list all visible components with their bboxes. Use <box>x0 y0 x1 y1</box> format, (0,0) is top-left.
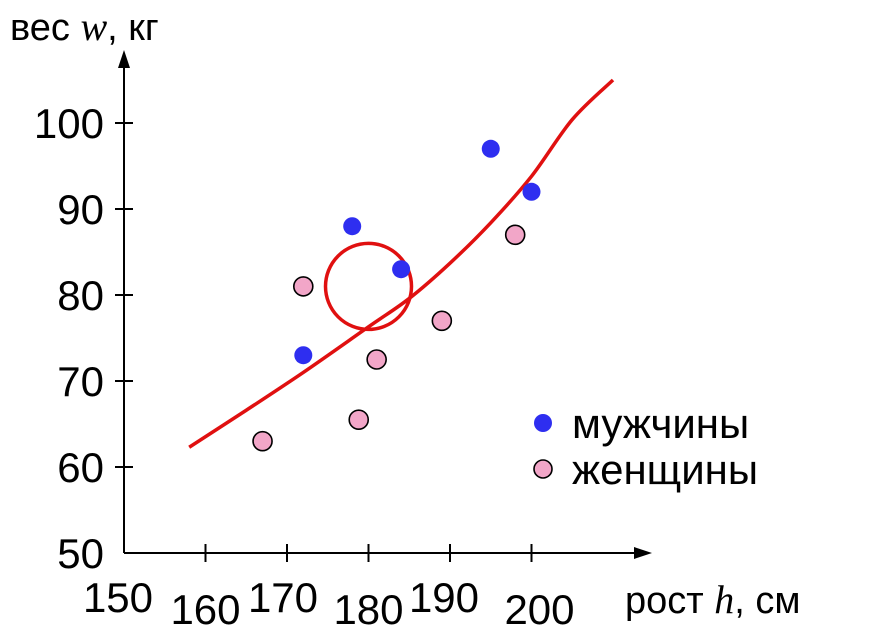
legend-marker-men <box>534 414 552 432</box>
x-axis-title-suffix: , см <box>734 580 800 622</box>
x-tick-label: 170 <box>248 574 318 621</box>
x-axis-title-prefix: рост <box>625 580 714 622</box>
x-axis-title-var: h <box>714 577 734 622</box>
point-women <box>431 310 453 332</box>
point-men <box>294 346 313 365</box>
highlight-circle <box>323 241 414 332</box>
x-axis-arrow <box>634 547 652 559</box>
legend-label-men: мужчины <box>572 400 749 447</box>
y-axis-arrow <box>118 50 130 68</box>
x-axis-title: рост h, см <box>625 577 800 622</box>
point-women <box>292 276 314 297</box>
y-tick-label: 90 <box>57 186 104 233</box>
point-men <box>522 182 541 201</box>
legend-marker-women <box>533 459 553 479</box>
y-axis-title-prefix: вес <box>10 7 80 49</box>
y-axis-title-var: w <box>80 4 107 49</box>
y-tick-label: 70 <box>57 358 104 405</box>
x-tick-label: 180 <box>333 586 403 633</box>
x-tick-label: 200 <box>504 586 574 633</box>
axes <box>118 50 652 559</box>
x-ticks: 150 160 170 180 190 200 <box>83 544 575 633</box>
y-axis-title: вес w, кг <box>10 4 159 49</box>
point-women <box>252 430 273 452</box>
point-men <box>481 139 500 158</box>
y-tick-label: 50 <box>57 530 104 577</box>
data-points <box>252 139 541 452</box>
trend-curve <box>188 78 615 449</box>
y-ticks: 50 60 70 80 90 100 <box>34 100 133 577</box>
y-tick-label: 80 <box>57 272 104 319</box>
y-tick-label: 100 <box>34 100 104 147</box>
x-tick-label: 150 <box>83 574 153 621</box>
legend-label-women: женщины <box>572 446 758 493</box>
point-women <box>504 224 526 246</box>
x-tick-label: 160 <box>170 586 240 633</box>
y-axis-title-suffix: , кг <box>107 7 159 49</box>
legend: мужчины женщины <box>533 400 758 493</box>
point-women <box>366 349 387 370</box>
y-tick-label: 60 <box>57 444 104 491</box>
x-tick-label: 190 <box>409 574 479 621</box>
point-men <box>343 217 362 236</box>
point-women <box>348 409 370 431</box>
point-men <box>392 260 411 279</box>
